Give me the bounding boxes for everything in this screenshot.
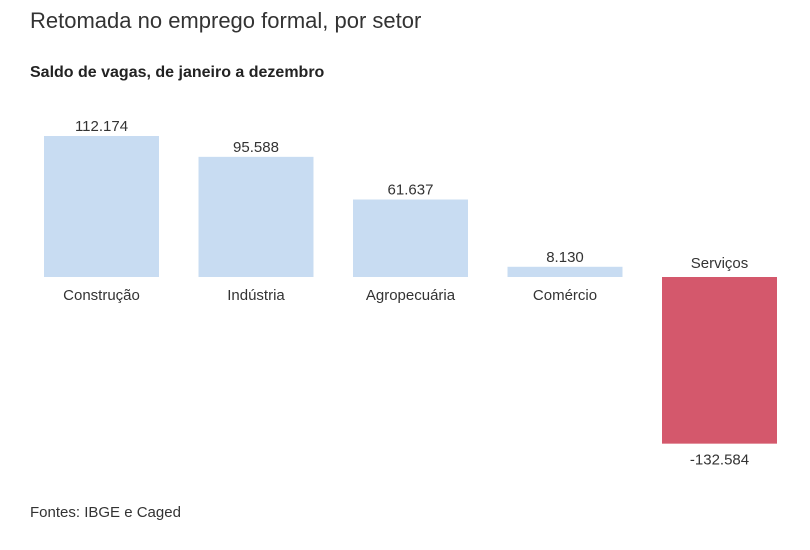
category-label-0: Construção [63, 287, 140, 304]
category-label-2: Agropecuária [366, 287, 456, 304]
bar-0 [44, 136, 159, 277]
value-label-2: 61.637 [388, 182, 434, 199]
value-label-0: 112.174 [75, 118, 128, 135]
chart-title: Retomada no emprego formal, por setor [30, 8, 422, 33]
value-label-4: -132.584 [690, 452, 749, 469]
category-label-4: Serviços [691, 255, 749, 272]
value-label-1: 95.588 [233, 139, 279, 156]
bar-3 [507, 266, 623, 277]
source-note: Fontes: IBGE e Caged [30, 504, 181, 521]
value-label-3: 8.130 [546, 249, 584, 266]
category-label-3: Comércio [533, 287, 597, 304]
category-label-1: Indústria [227, 287, 285, 304]
bar-4 [662, 277, 777, 444]
bar-1 [198, 156, 314, 277]
bar-2 [353, 199, 468, 277]
chart-subtitle: Saldo de vagas, de janeiro a dezembro [30, 64, 325, 81]
